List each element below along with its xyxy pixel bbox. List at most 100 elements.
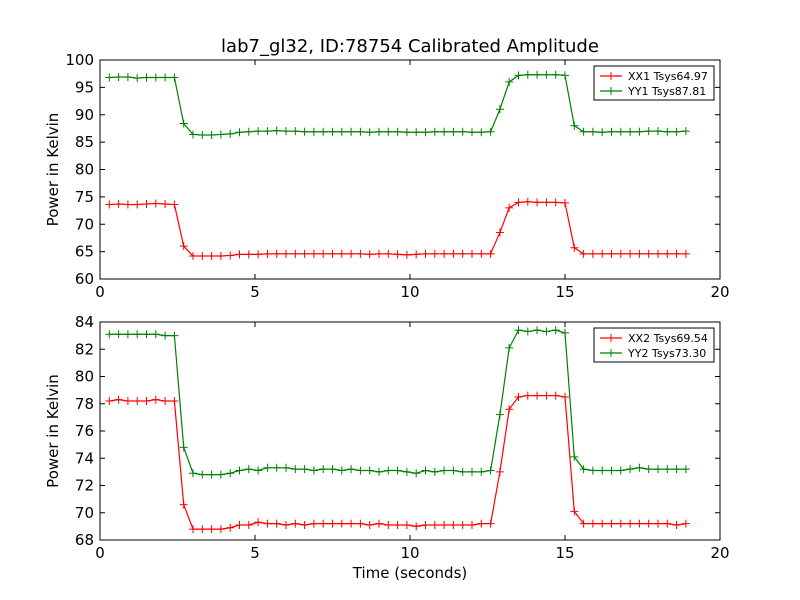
data-point: [635, 249, 644, 258]
data-point: [523, 327, 532, 336]
data-point: [272, 249, 281, 258]
data-point: [505, 343, 514, 352]
data-point: [468, 521, 476, 530]
data-point: [235, 250, 244, 259]
data-point: [142, 199, 151, 208]
data-point: [365, 466, 374, 475]
data-point: [440, 521, 449, 530]
data-point: [579, 127, 588, 136]
data-point: [402, 521, 411, 530]
data-point: [486, 466, 495, 475]
data-point: [254, 127, 263, 136]
data-point: [644, 519, 653, 528]
data-point: [142, 330, 151, 339]
x-tick-label: 15: [555, 544, 574, 562]
x-tick-label: 10: [400, 544, 419, 562]
data-point: [542, 327, 551, 336]
data-point: [626, 519, 635, 528]
data-point: [607, 127, 616, 136]
data-point: [458, 249, 467, 258]
data-point: [133, 200, 142, 209]
data-point: [449, 127, 458, 136]
data-point: [328, 465, 337, 474]
data-point: [263, 519, 272, 528]
data-point: [616, 127, 625, 136]
data-point: [272, 519, 281, 528]
data-point: [133, 330, 142, 339]
data-point: [198, 470, 207, 479]
data-point: [319, 465, 328, 474]
data-point: [570, 452, 579, 461]
data-point: [151, 330, 160, 339]
y-tick-label: 84: [75, 313, 94, 331]
data-point: [654, 519, 662, 528]
data-point: [654, 465, 662, 474]
data-point: [300, 465, 309, 474]
data-point: [393, 521, 402, 530]
data-point: [189, 130, 197, 139]
data-point: [635, 127, 644, 136]
data-point: [170, 397, 179, 406]
y-tick-label: 100: [65, 51, 94, 69]
data-point: [161, 199, 170, 208]
data-point: [579, 249, 588, 258]
data-point: [393, 127, 402, 136]
data-point: [421, 466, 430, 475]
data-point: [384, 521, 393, 530]
data-point: [384, 249, 393, 258]
data-point: [161, 73, 170, 82]
data-point: [635, 519, 644, 528]
data-point: [337, 519, 346, 528]
data-point: [588, 249, 597, 258]
data-point: [440, 127, 449, 136]
data-point: [328, 519, 337, 528]
data-point: [561, 71, 569, 80]
data-point: [161, 397, 170, 406]
data-point: [226, 523, 235, 532]
y-tick-label: 90: [75, 106, 94, 124]
data-point: [337, 127, 346, 136]
data-point: [607, 466, 616, 475]
data-point: [365, 250, 374, 259]
data-point: [421, 128, 430, 137]
data-point: [170, 200, 179, 209]
data-point: [226, 251, 235, 260]
data-point: [533, 70, 542, 79]
legend-label: YY2 Tsys73.30: [627, 347, 706, 360]
data-point: [151, 73, 160, 82]
data-point: [235, 521, 244, 530]
data-point: [551, 326, 560, 335]
data-point: [654, 127, 662, 136]
data-point: [375, 467, 383, 476]
data-point: [672, 127, 681, 136]
data-point: [430, 249, 439, 258]
legend-marker: [607, 349, 615, 357]
data-point: [542, 198, 551, 207]
data-point: [356, 466, 365, 475]
data-point: [189, 252, 197, 261]
y-tick-label: 70: [75, 215, 94, 233]
data-point: [486, 127, 495, 136]
data-point: [458, 521, 467, 530]
data-point: [551, 391, 560, 400]
data-point: [588, 127, 597, 136]
legend-marker: [607, 334, 615, 342]
data-point: [347, 127, 356, 136]
data-point: [375, 249, 383, 258]
y-tick-label: 76: [75, 422, 94, 440]
data-point: [291, 519, 300, 528]
data-point: [282, 463, 290, 472]
data-point: [300, 127, 309, 136]
data-point: [430, 521, 439, 530]
data-point: [319, 127, 328, 136]
x-tick-label: 0: [95, 544, 105, 562]
data-point: [114, 330, 123, 339]
x-tick-label: 20: [710, 283, 729, 301]
legend-marker: [607, 72, 615, 80]
data-point: [551, 70, 560, 79]
data-point: [681, 465, 690, 474]
data-point: [542, 70, 551, 79]
data-point: [263, 463, 272, 472]
data-point: [179, 443, 188, 452]
data-point: [207, 525, 216, 534]
